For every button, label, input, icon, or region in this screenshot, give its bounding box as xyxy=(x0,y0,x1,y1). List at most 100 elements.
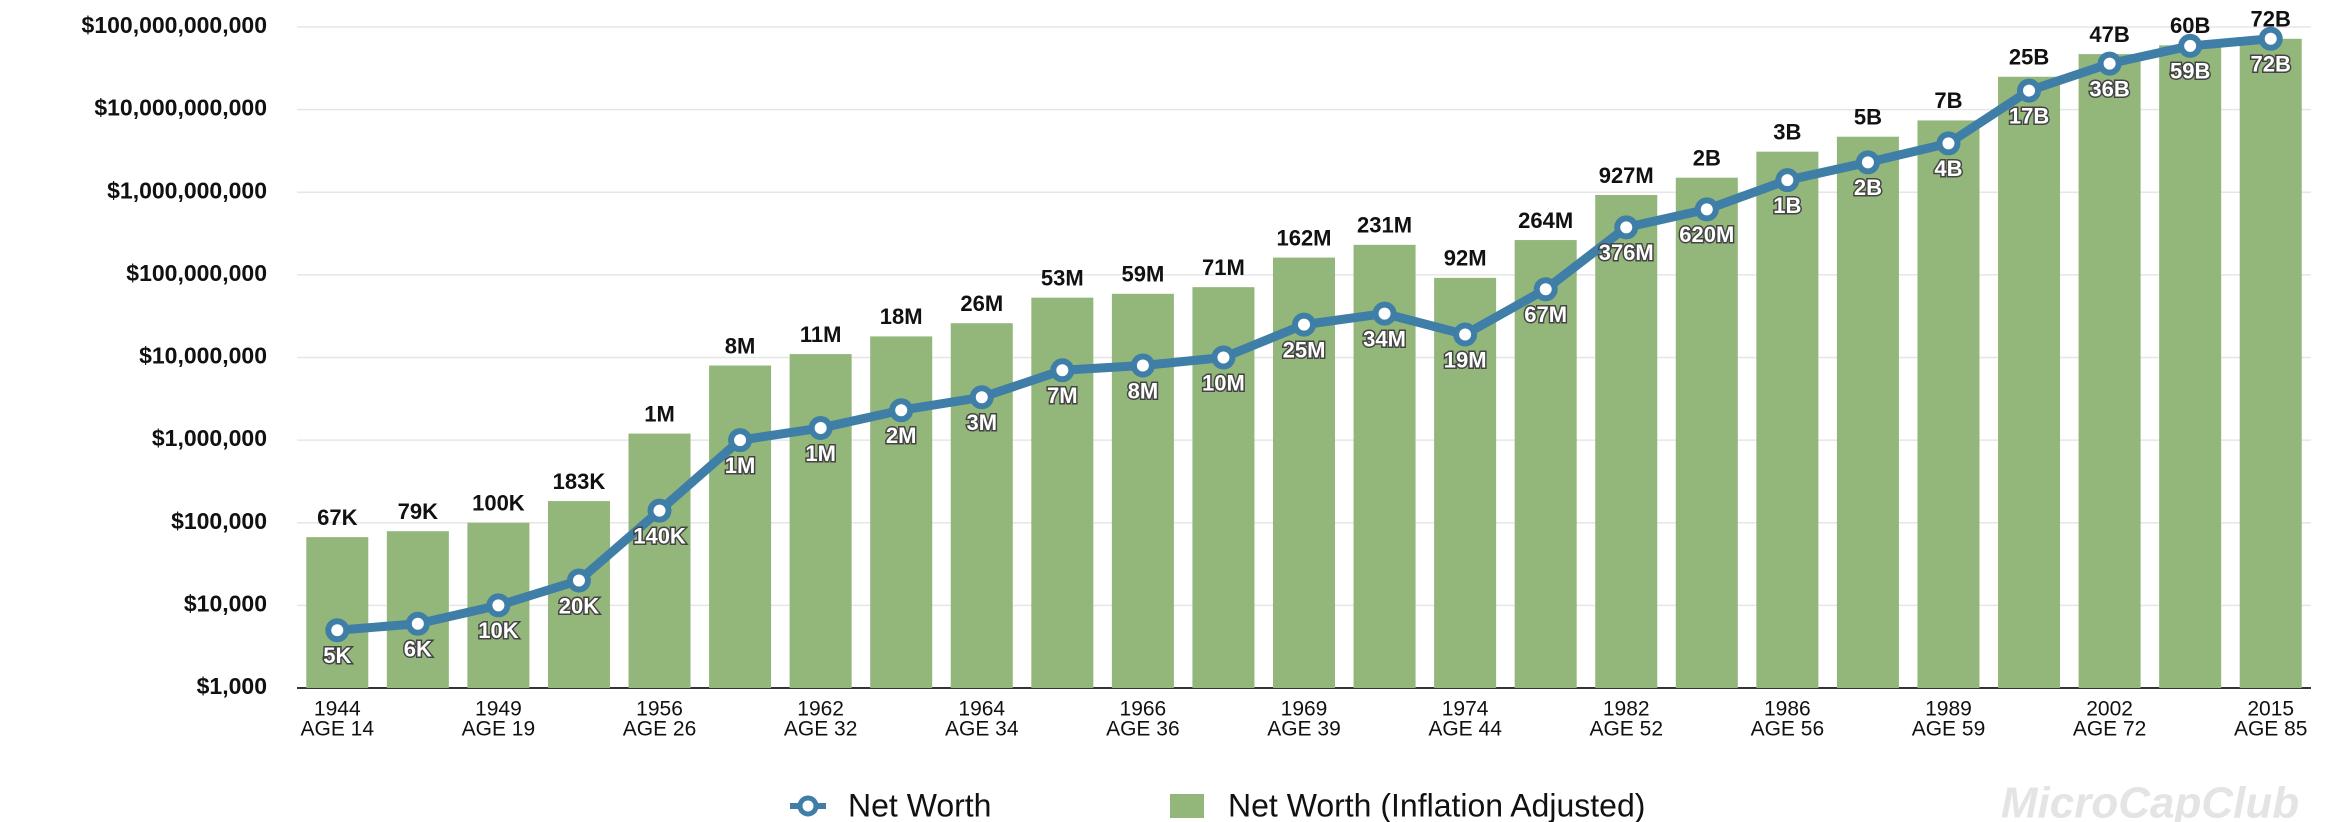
line-point xyxy=(889,398,914,423)
line-value-label: 2B xyxy=(1854,175,1882,200)
y-tick-label: $10,000,000,000 xyxy=(94,95,267,121)
x-tick-sublabel: AGE 34 xyxy=(945,718,1019,741)
line-point xyxy=(728,428,753,453)
line-value-label: 10M xyxy=(1202,370,1245,395)
bar-value-label: 2B xyxy=(1693,146,1721,171)
y-tick-label: $1,000,000 xyxy=(152,425,267,451)
x-tick-sublabel: AGE 59 xyxy=(1912,718,1986,741)
line-value-label: 1M xyxy=(725,453,756,478)
y-tick-label: $1,000,000,000 xyxy=(107,177,267,203)
line-value-label: 376M xyxy=(1599,240,1654,265)
x-tick-label: 1982 xyxy=(1603,698,1650,721)
line-value-label: 72B xyxy=(2251,52,2291,77)
line-value-label: 8M xyxy=(1128,378,1159,403)
bar xyxy=(1111,293,1174,688)
x-tick-label: 1962 xyxy=(797,698,844,721)
x-tick-label: 2015 xyxy=(2247,698,2294,721)
line-point xyxy=(2178,33,2203,58)
bar xyxy=(386,531,449,688)
line-value-label: 17B xyxy=(2009,103,2049,128)
line-point xyxy=(1130,353,1155,378)
bar-value-label: 26M xyxy=(960,291,1003,316)
x-tick-label: 1956 xyxy=(636,698,683,721)
line-point xyxy=(2258,26,2283,51)
bar-value-label: 7B xyxy=(1934,88,1962,113)
line-value-label: 140K xyxy=(633,523,686,548)
bar xyxy=(2239,38,2302,688)
line-point xyxy=(1855,150,1880,175)
legend-label: Net Worth (Inflation Adjusted) xyxy=(1228,787,1645,822)
bar xyxy=(1917,120,1980,688)
line-point xyxy=(969,385,994,410)
legend-swatch xyxy=(1170,794,1204,818)
line-point xyxy=(1775,168,1800,193)
x-tick-label: 2002 xyxy=(2086,698,2133,721)
line-value-label: 25M xyxy=(1283,337,1326,362)
line-point xyxy=(405,611,430,636)
line-value-label: 3M xyxy=(966,410,997,435)
bar xyxy=(547,501,610,688)
bar xyxy=(306,537,369,688)
line-value-label: 67M xyxy=(1524,302,1567,327)
line-point xyxy=(1211,345,1236,370)
bar xyxy=(1836,136,1899,689)
x-tick-sublabel: AGE 19 xyxy=(462,718,536,741)
x-tick-sublabel: AGE 56 xyxy=(1751,718,1825,741)
line-point xyxy=(566,568,591,593)
x-tick-sublabel: AGE 85 xyxy=(2234,718,2308,741)
x-tick-label: 1974 xyxy=(1442,698,1489,721)
line-point xyxy=(1292,312,1316,337)
bar-value-label: 92M xyxy=(1444,246,1487,271)
x-tick-label: 1966 xyxy=(1120,698,1167,721)
x-tick-label: 1949 xyxy=(475,698,522,721)
bar xyxy=(709,365,772,688)
bar xyxy=(2159,45,2222,688)
line-value-label: 36B xyxy=(2089,76,2129,101)
line-point xyxy=(486,593,511,618)
bar xyxy=(1998,76,2061,688)
bar xyxy=(1514,240,1577,688)
bar-value-label: 231M xyxy=(1357,213,1412,238)
line-point xyxy=(325,618,350,643)
bar-value-label: 1M xyxy=(644,401,675,426)
line-value-label: 7M xyxy=(1047,383,1078,408)
x-tick-label: 1986 xyxy=(1764,698,1811,721)
line-point xyxy=(1936,131,1961,156)
legend-label: Net Worth xyxy=(848,787,991,822)
line-value-label: 59B xyxy=(2170,59,2210,84)
x-tick-label: 1969 xyxy=(1281,698,1328,721)
line-point xyxy=(647,498,672,523)
line-point xyxy=(1372,301,1397,326)
line-point xyxy=(1533,277,1558,302)
line-value-label: 1B xyxy=(1773,193,1801,218)
x-tick-sublabel: AGE 39 xyxy=(1267,718,1341,741)
bar xyxy=(1031,297,1094,688)
x-tick-label: 1989 xyxy=(1925,698,1972,721)
bar-value-label: 100K xyxy=(472,491,525,516)
y-tick-label: $100,000,000,000 xyxy=(82,12,267,38)
line-point xyxy=(808,416,833,441)
bar xyxy=(1595,194,1658,688)
y-tick-label: $100,000,000 xyxy=(126,260,267,286)
bar-value-label: 25B xyxy=(2009,45,2049,70)
bar-value-label: 927M xyxy=(1599,163,1654,188)
y-tick-label: $1,000 xyxy=(197,673,267,699)
bar xyxy=(628,433,691,688)
watermark: MicroCapClub xyxy=(2001,779,2299,822)
line-value-label: 620M xyxy=(1679,222,1734,247)
bar xyxy=(789,354,852,688)
bar-value-label: 18M xyxy=(880,304,923,329)
bar xyxy=(950,323,1013,688)
x-tick-sublabel: AGE 14 xyxy=(301,718,375,741)
line-point xyxy=(1694,197,1719,222)
y-tick-label: $10,000 xyxy=(184,590,267,616)
bar xyxy=(1756,151,1819,688)
x-tick-sublabel: AGE 44 xyxy=(1428,718,1502,741)
bar xyxy=(870,336,933,688)
line-value-label: 1M xyxy=(805,441,836,466)
line-value-label: 20K xyxy=(559,593,599,618)
y-tick-label: $100,000 xyxy=(171,508,267,534)
bar-value-label: 79K xyxy=(398,499,438,524)
line-point xyxy=(1050,358,1075,383)
